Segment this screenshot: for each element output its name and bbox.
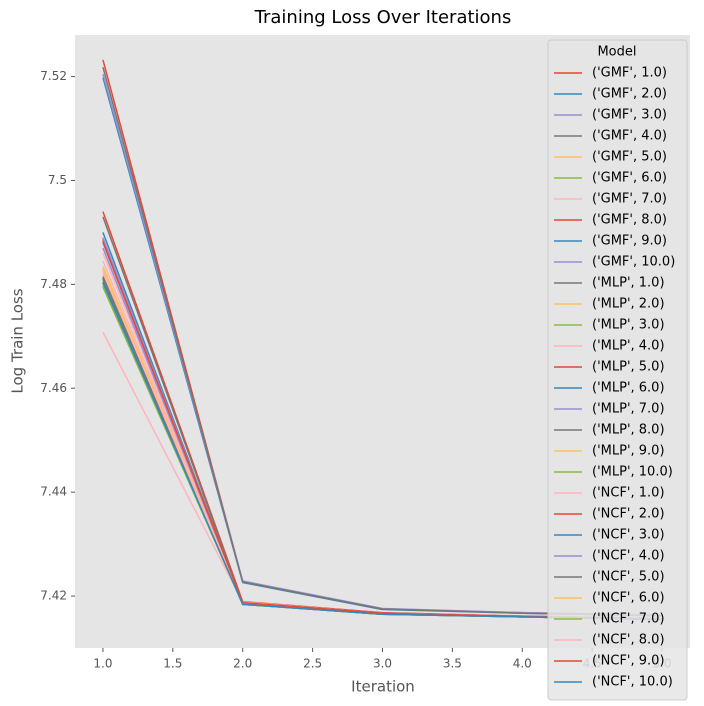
- legend-label: ('MLP', 10.0): [592, 465, 673, 480]
- y-tick-label: 7.5: [48, 173, 67, 187]
- legend-label: ('MLP', 7.0): [592, 402, 665, 417]
- legend-label: ('GMF', 2.0): [592, 87, 667, 102]
- legend-label: ('GMF', 7.0): [592, 192, 667, 207]
- legend-label: ('MLP', 9.0): [592, 444, 665, 459]
- legend-title: Model: [597, 45, 636, 60]
- legend-label: ('NCF', 4.0): [592, 549, 665, 564]
- x-tick-label: 2.5: [303, 657, 322, 671]
- x-tick-label: 2.0: [233, 657, 252, 671]
- y-tick-label: 7.48: [40, 277, 67, 291]
- x-tick-label: 3.5: [443, 657, 462, 671]
- legend-label: ('NCF', 6.0): [592, 591, 665, 606]
- y-tick-label: 7.44: [40, 485, 67, 499]
- legend-label: ('GMF', 9.0): [592, 234, 667, 249]
- legend-label: ('GMF', 3.0): [592, 108, 667, 123]
- chart-title: Training Loss Over Iterations: [254, 7, 512, 28]
- legend-label: ('MLP', 1.0): [592, 276, 665, 291]
- x-tick-label: 4.0: [513, 657, 532, 671]
- x-tick-label: 1.0: [93, 657, 112, 671]
- y-tick-label: 7.52: [40, 69, 67, 83]
- legend-label: ('GMF', 10.0): [592, 255, 675, 270]
- legend-label: ('GMF', 1.0): [592, 66, 667, 81]
- legend-label: ('GMF', 8.0): [592, 213, 667, 228]
- legend-label: ('NCF', 7.0): [592, 612, 665, 627]
- legend-label: ('MLP', 5.0): [592, 360, 665, 375]
- legend-label: ('MLP', 3.0): [592, 318, 665, 333]
- legend-label: ('GMF', 5.0): [592, 150, 667, 165]
- legend-label: ('MLP', 6.0): [592, 381, 665, 396]
- legend-label: ('GMF', 6.0): [592, 171, 667, 186]
- legend-label: ('NCF', 10.0): [592, 675, 673, 690]
- legend-label: ('MLP', 4.0): [592, 339, 665, 354]
- legend: Model ('GMF', 1.0) ('GMF', 2.0) ('GMF', 3.0…: [547, 39, 688, 701]
- legend-box: [547, 39, 688, 701]
- x-tick-label: 3.0: [373, 657, 392, 671]
- legend-label: ('NCF', 1.0): [592, 486, 665, 501]
- y-tick-label: 7.46: [40, 381, 67, 395]
- y-tick-label: 7.42: [40, 589, 67, 603]
- legend-label: ('NCF', 8.0): [592, 633, 665, 648]
- y-axis-label: Log Train Loss: [9, 288, 27, 393]
- legend-label: ('NCF', 2.0): [592, 507, 665, 522]
- legend-label: ('NCF', 3.0): [592, 528, 665, 543]
- x-tick-label: 1.5: [163, 657, 182, 671]
- legend-label: ('MLP', 2.0): [592, 297, 665, 312]
- legend-label: ('MLP', 8.0): [592, 423, 665, 438]
- legend-label: ('NCF', 5.0): [592, 570, 665, 585]
- legend-label: ('GMF', 4.0): [592, 129, 667, 144]
- x-axis-label: Iteration: [351, 678, 415, 696]
- legend-label: ('NCF', 9.0): [592, 654, 665, 669]
